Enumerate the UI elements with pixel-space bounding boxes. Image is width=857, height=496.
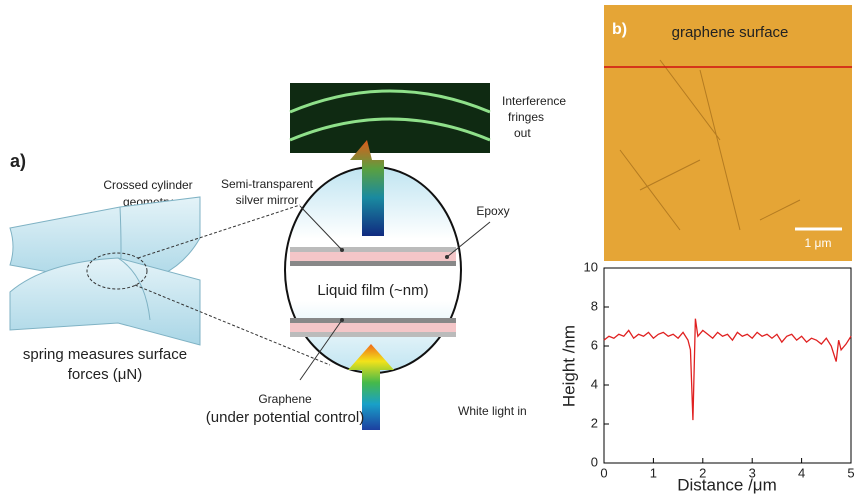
x-tick-label: 0 bbox=[600, 465, 607, 480]
y-tick-label: 4 bbox=[591, 376, 598, 391]
label: Epoxy bbox=[476, 204, 509, 218]
y-tick-label: 10 bbox=[584, 259, 598, 274]
x-axis-label: Distance /μm bbox=[677, 475, 777, 494]
pointer-dot bbox=[340, 318, 344, 322]
y-tick-label: 8 bbox=[591, 298, 598, 313]
x-tick-label: 2 bbox=[699, 465, 706, 480]
epoxy-layer bbox=[290, 252, 456, 261]
y-axis-label: Height /nm bbox=[559, 325, 578, 407]
label: fringes bbox=[508, 110, 544, 124]
y-tick-label: 6 bbox=[591, 337, 598, 352]
scale-bar-label: 1 μm bbox=[805, 236, 832, 250]
graphene-layer bbox=[290, 318, 456, 323]
y-tick-label: 0 bbox=[591, 454, 598, 469]
x-tick-label: 3 bbox=[749, 465, 756, 480]
label: spring measures surface bbox=[23, 346, 187, 363]
panel-label: b) bbox=[612, 21, 627, 38]
epoxy-layer bbox=[290, 323, 456, 332]
label: silver mirror bbox=[236, 193, 299, 207]
profile-line bbox=[604, 319, 851, 420]
x-tick-label: 5 bbox=[847, 465, 854, 480]
mirror-layer bbox=[290, 332, 456, 337]
pointer-dot bbox=[340, 248, 344, 252]
pointer-dot bbox=[445, 255, 449, 259]
label: Liquid film (~nm) bbox=[317, 282, 428, 299]
figure: a) Crossed cylinder geometry spring meas… bbox=[0, 0, 857, 496]
x-tick-label: 4 bbox=[798, 465, 805, 480]
label: Crossed cylinder bbox=[103, 178, 192, 192]
bottom-cylinder bbox=[10, 258, 200, 345]
x-tick-label: 1 bbox=[650, 465, 657, 480]
panel-label: a) bbox=[10, 151, 26, 171]
profile-chart: Height /nm Distance /μm 0 2 4 6 8 10 0 1 2 3 4 5 bbox=[559, 259, 854, 494]
label: forces (μN) bbox=[68, 366, 142, 383]
plot-frame bbox=[604, 268, 851, 463]
y-tick-label: 2 bbox=[591, 415, 598, 430]
graphene-layer bbox=[290, 261, 456, 266]
label: Graphene bbox=[258, 392, 312, 406]
image-caption: graphene surface bbox=[672, 24, 789, 41]
label: Semi-transparent bbox=[221, 177, 314, 191]
mirror-layer bbox=[290, 247, 456, 252]
label: out bbox=[514, 126, 531, 140]
label: White light in bbox=[458, 404, 527, 418]
label: Interference bbox=[502, 94, 566, 108]
afm-image bbox=[604, 5, 852, 261]
label: (under potential control) bbox=[206, 409, 364, 426]
